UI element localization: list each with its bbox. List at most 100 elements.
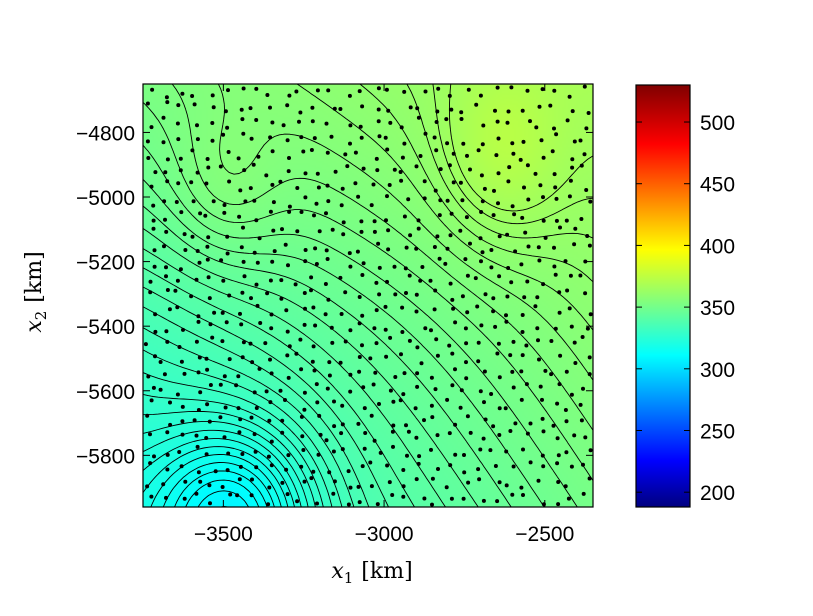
observation-point (464, 360, 468, 365)
observation-point (429, 328, 433, 333)
observation-point (312, 368, 317, 373)
observation-point (528, 421, 533, 426)
y-tick-label: −4800 (76, 122, 135, 145)
observation-point (556, 453, 561, 458)
observation-point (478, 447, 483, 452)
observation-point (430, 476, 435, 481)
observation-point (579, 418, 584, 423)
observation-point (220, 485, 225, 489)
observation-point (540, 416, 545, 421)
observation-point (203, 213, 208, 218)
observation-point (240, 355, 245, 360)
observation-point (271, 228, 276, 233)
observation-point (570, 157, 575, 162)
observation-point (311, 305, 316, 310)
observation-point (566, 496, 571, 501)
observation-point (270, 259, 275, 264)
contour-line-28 (406, 84, 593, 239)
observation-point (434, 337, 439, 342)
observation-point (179, 464, 184, 469)
observation-point (303, 248, 308, 252)
observation-point (162, 199, 167, 204)
observation-point (324, 438, 329, 443)
observation-point (448, 233, 453, 238)
observation-point (312, 136, 317, 141)
observation-point (581, 491, 586, 496)
observation-point (177, 345, 182, 349)
observation-point (525, 88, 530, 93)
observation-point (180, 419, 185, 424)
observation-point (569, 324, 574, 329)
observation-point (293, 282, 298, 287)
observation-point (450, 383, 455, 388)
observation-point (481, 123, 486, 128)
observation-point (190, 94, 195, 98)
observation-point (518, 157, 523, 162)
observation-point (151, 203, 156, 208)
observation-point (254, 282, 259, 287)
observation-point (285, 353, 290, 358)
observation-point (377, 402, 381, 406)
observation-point (248, 341, 253, 346)
observation-point (536, 478, 541, 483)
observation-point (391, 399, 396, 404)
observation-point (287, 93, 292, 98)
observation-point (303, 259, 308, 264)
observation-point (347, 93, 352, 98)
observation-point (493, 464, 498, 468)
observation-point (495, 499, 500, 504)
observation-point (578, 402, 583, 407)
observation-point (318, 432, 323, 437)
observation-point (402, 214, 407, 219)
observation-point (451, 151, 456, 156)
observation-point (464, 215, 469, 220)
observation-point (279, 296, 284, 301)
observation-point (543, 368, 548, 373)
y-tick-label: −5200 (76, 252, 135, 275)
observation-point (339, 431, 344, 436)
observation-point (206, 235, 211, 240)
observation-point (271, 200, 276, 205)
observation-point (398, 398, 403, 403)
observation-point (523, 230, 528, 235)
observation-point (404, 291, 408, 295)
observation-point (363, 431, 368, 435)
colorbar: 200 250 300 350 400 450 500 (635, 84, 735, 508)
observation-point (451, 306, 456, 311)
observation-point (356, 421, 361, 426)
observation-point (522, 185, 526, 190)
x-axis-label: x1 [km] (331, 559, 412, 587)
contour-line-2 (185, 479, 260, 507)
observation-point (165, 339, 170, 344)
observation-point (479, 323, 484, 328)
observation-point (253, 449, 258, 454)
observation-point (175, 121, 180, 126)
observation-point (541, 155, 546, 160)
observation-point (332, 424, 337, 429)
observation-point (195, 137, 200, 142)
observation-point (241, 259, 246, 264)
observation-point (463, 257, 468, 262)
observation-point (252, 432, 257, 437)
observation-point (539, 138, 544, 143)
observation-point (359, 135, 364, 140)
observation-point (240, 290, 245, 295)
observation-point (175, 392, 180, 397)
observation-point (267, 418, 272, 423)
observation-point (195, 123, 199, 128)
observation-point (374, 341, 379, 346)
observation-point (434, 148, 439, 153)
observation-point (222, 210, 227, 215)
observation-point (510, 204, 515, 209)
observation-point (151, 218, 156, 223)
observation-point (587, 372, 592, 377)
contour-lines (143, 84, 593, 507)
observation-point (297, 119, 301, 124)
observation-point (327, 470, 332, 475)
observation-point (153, 329, 158, 334)
observation-point (146, 374, 151, 379)
observation-point (493, 324, 498, 329)
observation-point (165, 452, 170, 457)
observation-point (435, 353, 440, 358)
observation-point (519, 397, 524, 402)
